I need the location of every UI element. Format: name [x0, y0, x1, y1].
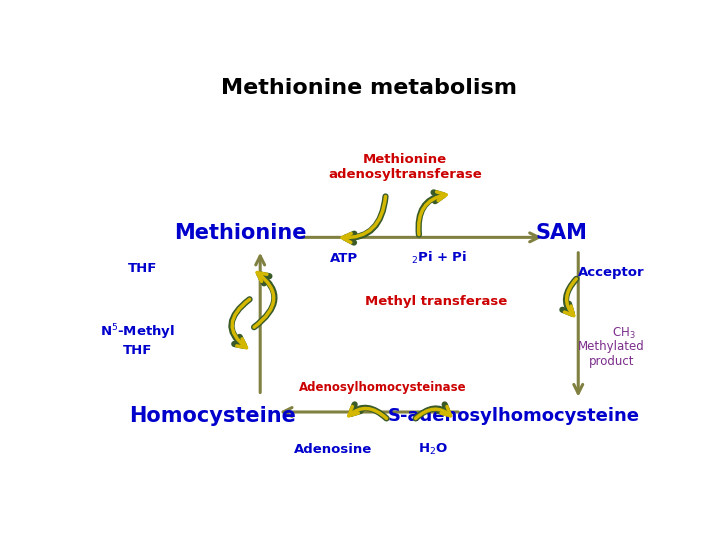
Text: N$^5$-Methyl
THF: N$^5$-Methyl THF — [100, 322, 175, 356]
Text: Methionine: Methionine — [174, 223, 307, 243]
FancyArrowPatch shape — [415, 404, 449, 418]
Text: SAM: SAM — [536, 223, 588, 243]
Text: Methionine metabolism: Methionine metabolism — [221, 78, 517, 98]
Text: Methionine
adenosyltransferase: Methionine adenosyltransferase — [328, 153, 482, 181]
FancyArrowPatch shape — [351, 404, 387, 418]
FancyArrowPatch shape — [564, 279, 576, 316]
Text: Homocysteine: Homocysteine — [130, 406, 296, 426]
Text: ATP: ATP — [330, 252, 358, 265]
FancyArrowPatch shape — [256, 256, 265, 393]
FancyArrowPatch shape — [562, 279, 576, 313]
Text: S-adenosylhomocysteine: S-adenosylhomocysteine — [388, 407, 640, 425]
FancyArrowPatch shape — [346, 197, 385, 242]
FancyArrowPatch shape — [342, 197, 385, 242]
FancyArrowPatch shape — [232, 299, 250, 348]
Text: Methyl transferase: Methyl transferase — [365, 295, 507, 308]
FancyArrowPatch shape — [231, 299, 250, 346]
FancyArrowPatch shape — [302, 233, 539, 242]
FancyArrowPatch shape — [348, 407, 387, 418]
Text: Adenosylhomocysteinase: Adenosylhomocysteinase — [299, 381, 467, 394]
FancyArrowPatch shape — [254, 273, 274, 327]
FancyArrowPatch shape — [283, 408, 459, 416]
FancyArrowPatch shape — [254, 274, 274, 327]
Text: Adenosine: Adenosine — [294, 443, 372, 456]
Text: $_2$Pi + Pi: $_2$Pi + Pi — [410, 250, 467, 266]
FancyArrowPatch shape — [415, 407, 451, 418]
Text: THF: THF — [128, 262, 158, 275]
Text: Acceptor: Acceptor — [578, 266, 645, 279]
FancyArrowPatch shape — [418, 192, 446, 234]
Text: CH$_3$: CH$_3$ — [612, 326, 636, 341]
FancyArrowPatch shape — [574, 253, 582, 393]
Text: Methylated
product: Methylated product — [578, 340, 645, 368]
Text: H$_2$O: H$_2$O — [418, 442, 449, 457]
FancyArrowPatch shape — [418, 192, 443, 234]
